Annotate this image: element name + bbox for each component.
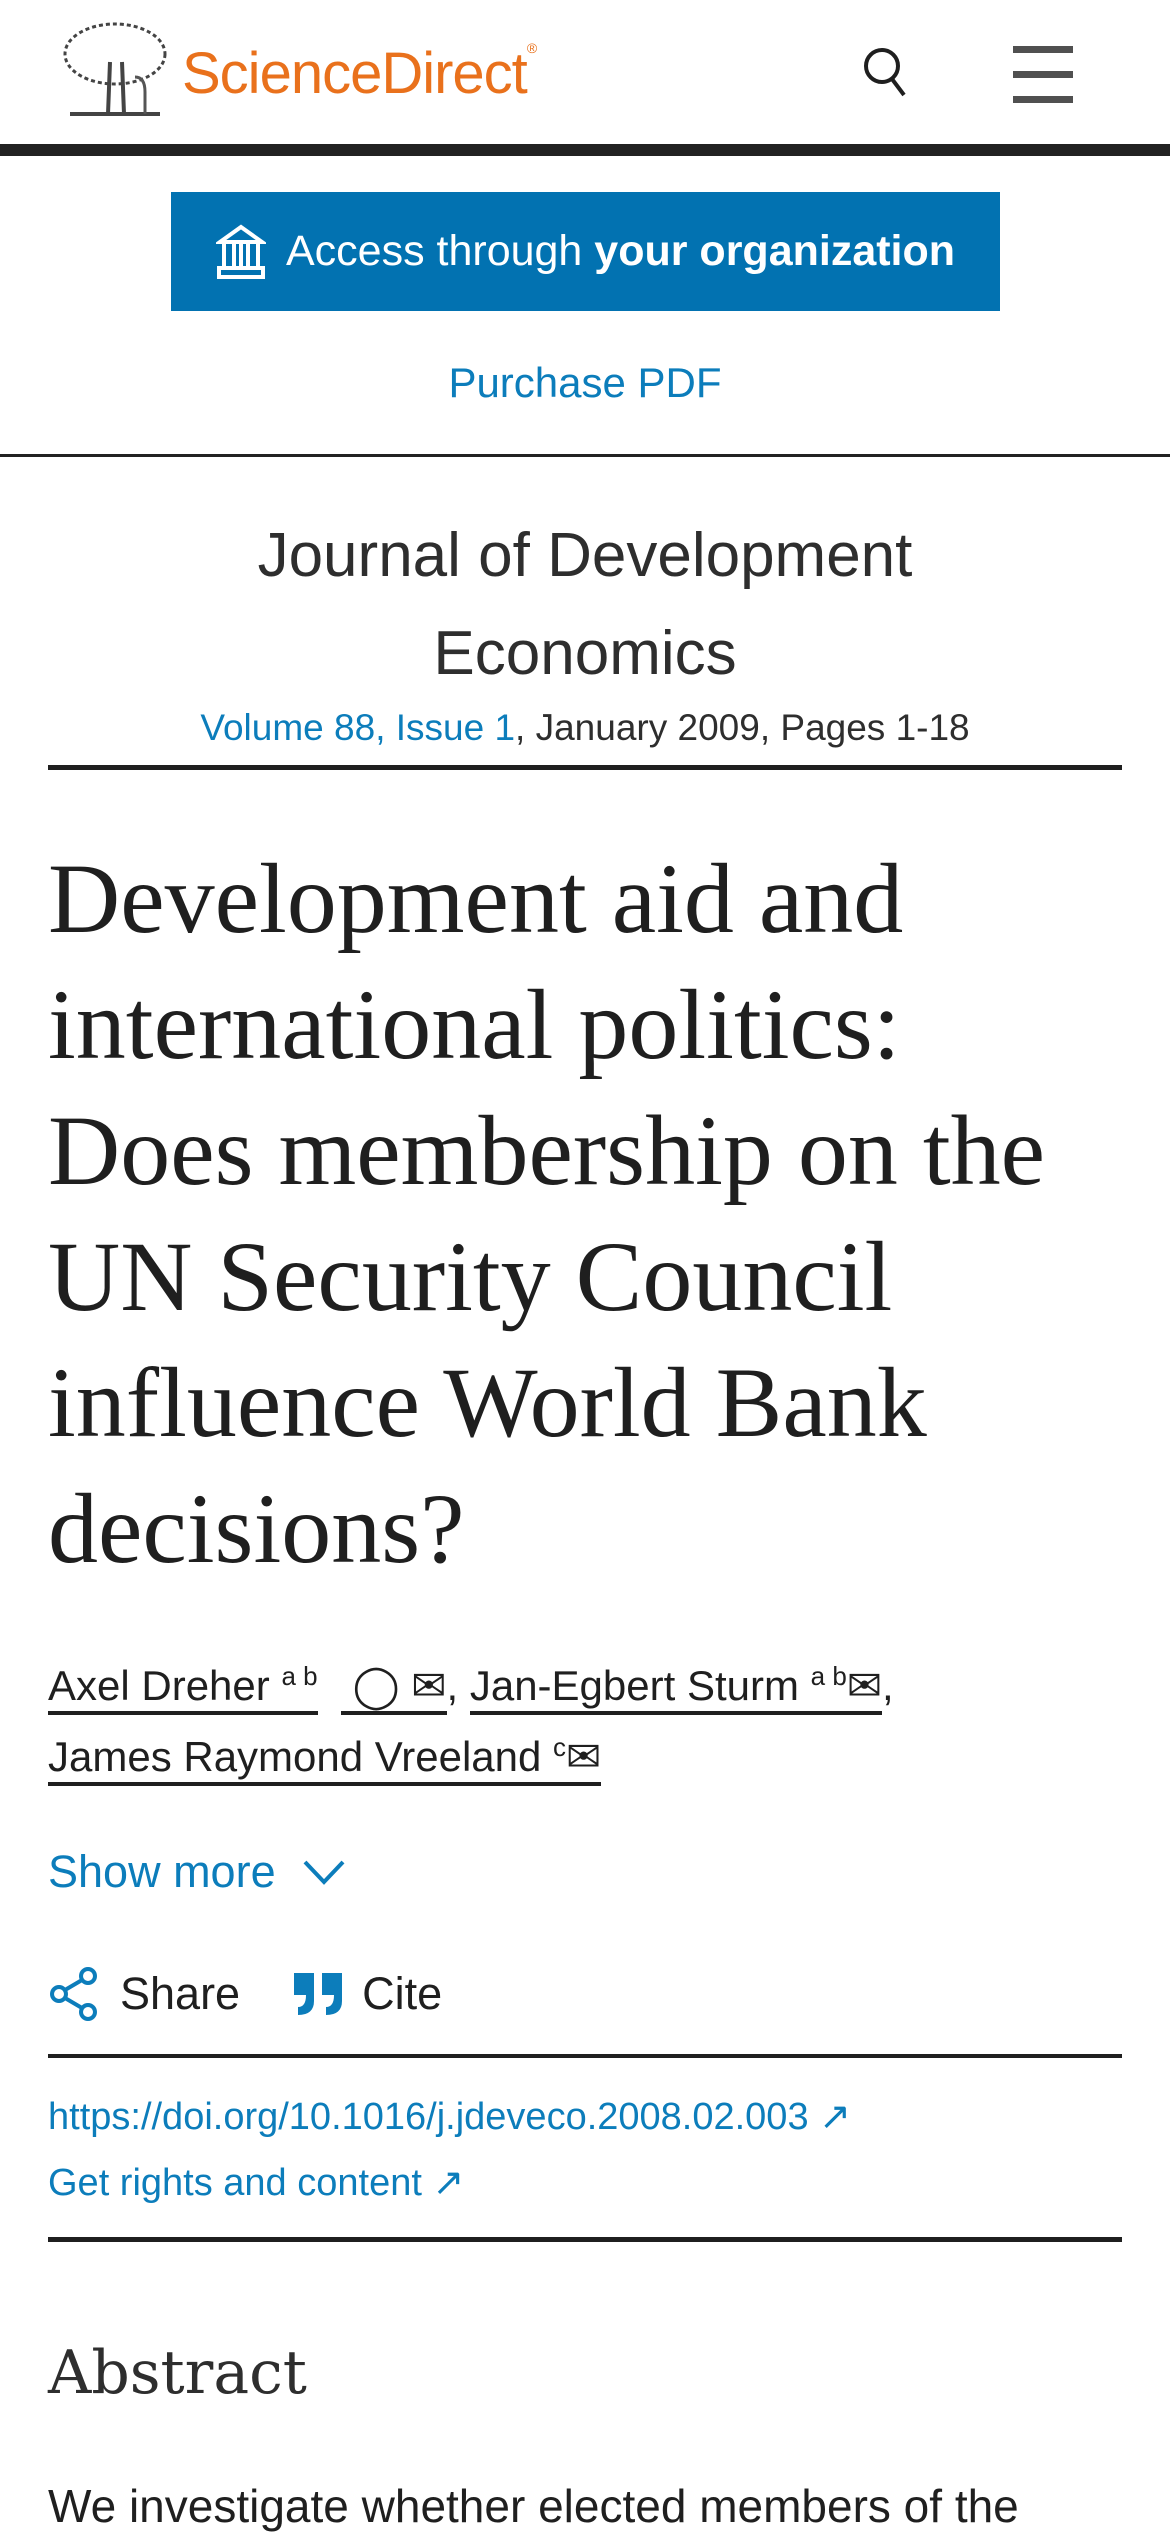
divider xyxy=(0,454,1170,457)
email-icon: ✉ xyxy=(411,1662,447,1709)
hamburger-menu-icon[interactable] xyxy=(1013,46,1073,121)
show-more-button[interactable]: Show more xyxy=(48,1842,346,1902)
share-button[interactable]: Share xyxy=(48,1962,240,2026)
email-icon: ✉ xyxy=(566,1733,602,1780)
volume-details: , January 2009, Pages 1-18 xyxy=(515,707,970,748)
abstract-heading: Abstract xyxy=(48,2338,307,2408)
volume-issue-link[interactable]: Volume 88, Issue 1 xyxy=(200,707,516,748)
abstract-text: We investigate whether elected members o… xyxy=(48,2480,1019,2532)
author-link[interactable]: Jan-Egbert Sturm a b✉ xyxy=(469,1662,883,1715)
article-actions: Share Cite xyxy=(48,1962,1170,2026)
purchase-pdf-link[interactable]: Purchase PDF xyxy=(448,359,722,406)
divider xyxy=(48,2054,1122,2058)
journal-title[interactable]: Journal of Development Economics xyxy=(257,521,913,688)
access-through-organization-button[interactable]: Access through your organization xyxy=(171,192,1000,311)
elsevier-tree-logo[interactable] xyxy=(60,22,170,120)
author-link[interactable]: Axel Dreher a b xyxy=(48,1662,318,1715)
divider xyxy=(48,2237,1122,2242)
article-main: Access through your organization Purchas… xyxy=(0,156,1170,2534)
chevron-down-icon xyxy=(303,1860,345,1885)
sciencedirect-brand[interactable]: ScienceDirect® xyxy=(182,40,537,107)
external-link-icon: ↗ xyxy=(819,2096,851,2138)
site-header: ScienceDirect® xyxy=(0,0,1170,144)
rights-and-content-link[interactable]: Get rights and content ↗ xyxy=(48,2162,465,2204)
access-label: Access through your organization xyxy=(285,227,956,275)
article-title: Development aid and international politi… xyxy=(48,843,1046,1584)
search-icon[interactable] xyxy=(862,44,912,100)
volume-info: Volume 88, Issue 1, January 2009, Pages … xyxy=(0,703,1170,753)
author-list: Axel Dreher a b ◯ ✉, Jan-Egbert Sturm a … xyxy=(48,1650,1128,1792)
author-link[interactable]: James Raymond Vreeland c✉ xyxy=(48,1733,602,1786)
person-icon: ◯ xyxy=(352,1662,400,1709)
brand-name[interactable]: ScienceDirect xyxy=(182,41,528,106)
divider xyxy=(48,765,1122,770)
email-icon: ✉ xyxy=(846,1662,883,1709)
institution-icon xyxy=(215,224,266,279)
cite-button[interactable]: Cite xyxy=(292,1962,442,2026)
doi-link[interactable]: https://doi.org/10.1016/j.jdeveco.2008.0… xyxy=(48,2096,851,2138)
author-icons[interactable]: ◯ ✉ xyxy=(340,1662,447,1715)
registered-mark: ® xyxy=(526,40,537,56)
share-icon xyxy=(50,1967,97,2021)
external-link-icon: ↗ xyxy=(432,2162,465,2204)
quote-icon xyxy=(294,1973,343,2015)
header-divider xyxy=(0,144,1170,156)
